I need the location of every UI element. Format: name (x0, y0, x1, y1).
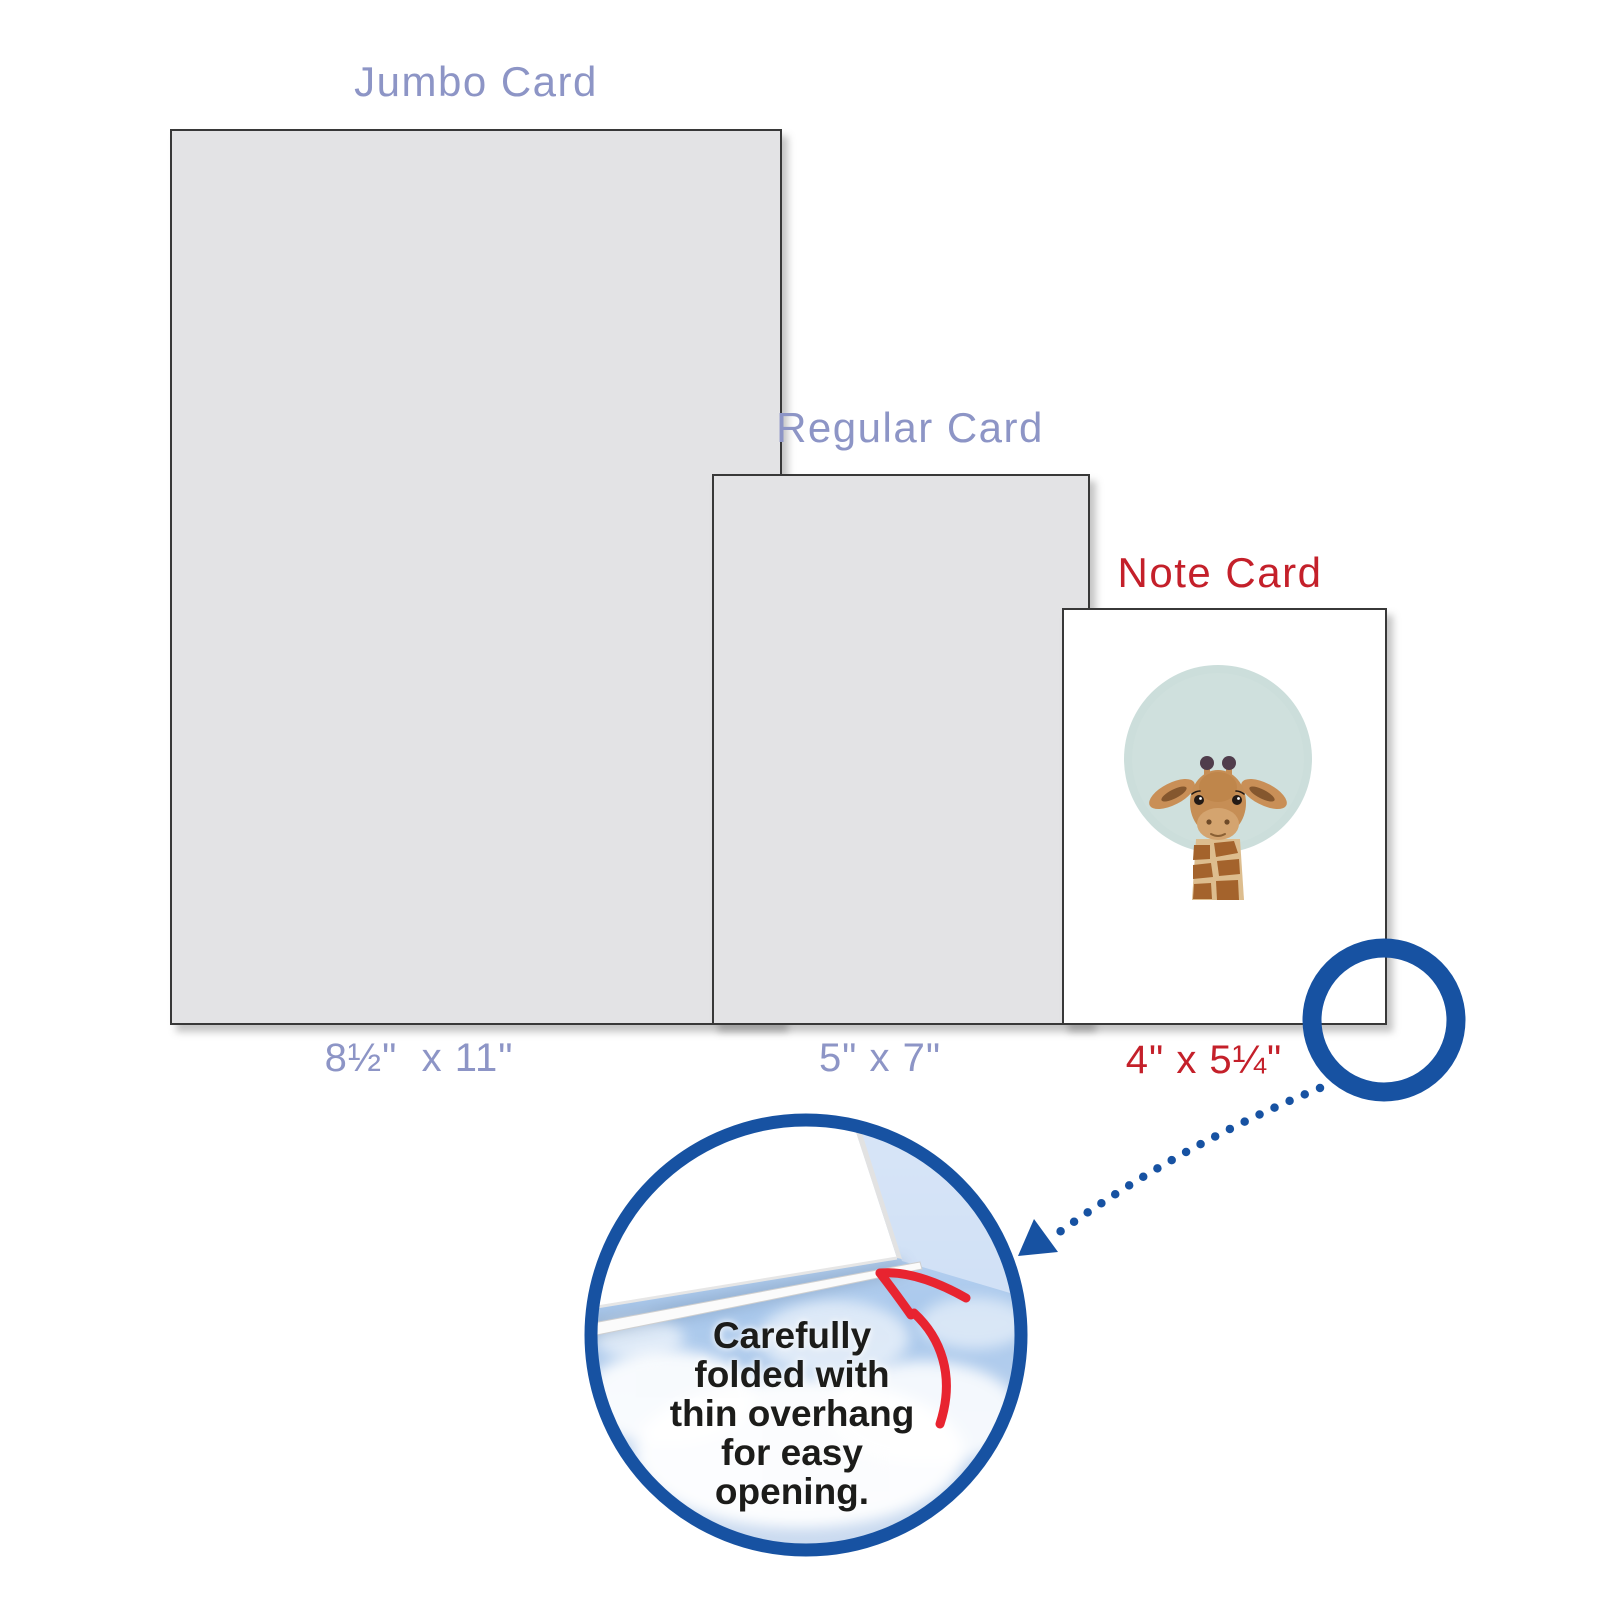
callout-text-line: Carefully (712, 1315, 872, 1356)
callout-text: Carefully folded with thin overhang for … (570, 1316, 1014, 1511)
regular-card-rectangle (712, 474, 1090, 1025)
jumbo-card-size-label: 8½" x 11" (324, 1036, 514, 1080)
callout-text-line: folded with (694, 1354, 890, 1395)
callout-text-line: opening. (714, 1471, 870, 1512)
regular-card-title: Regular Card (776, 404, 1044, 451)
note-card-title: Note Card (1117, 549, 1323, 596)
arrowhead-icon (1018, 1219, 1058, 1256)
magnifier-circle: Carefully folded with thin overhang for … (584, 1113, 1028, 1557)
giraffe-eyes (1191, 790, 1245, 805)
magnifier-ring (584, 1113, 1028, 1557)
giraffe-muzzle (1197, 808, 1239, 840)
giraffe-illustration (1124, 665, 1312, 900)
giraffe-patches (1193, 841, 1240, 900)
jumbo-card-title: Jumbo Card (354, 58, 598, 105)
giraffe-ears (1149, 779, 1287, 809)
callout-text-line: thin overhang (669, 1393, 915, 1434)
regular-card-size-label: 5" x 7" (818, 1036, 942, 1080)
callout-text-line: for easy (721, 1432, 863, 1473)
detail-ring-icon (1302, 938, 1466, 1102)
jumbo-card-rectangle (170, 129, 782, 1025)
magnifier-scene (584, 1113, 1028, 1557)
giraffe-ossicones (1200, 756, 1236, 785)
thin-overhang-edge (596, 1261, 923, 1341)
red-arrow-icon (875, 1268, 971, 1429)
dotted-connector-line (1049, 1083, 1325, 1241)
note-card-rectangle (1062, 608, 1387, 1025)
note-card-size-label: 4" x 5¼" (1125, 1038, 1283, 1082)
clouds (596, 1297, 1016, 1528)
